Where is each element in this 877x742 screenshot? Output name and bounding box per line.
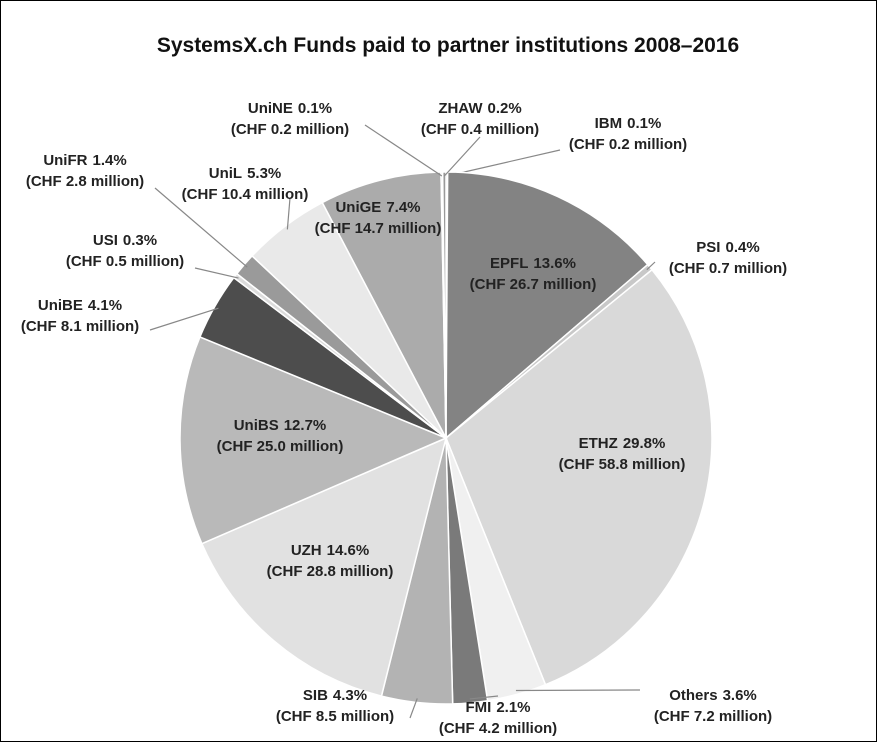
slice-amount: (CHF 25.0 million): [217, 438, 344, 455]
slice-label: PSI 0.4%: [696, 239, 759, 256]
slice-label: UniNE 0.1%: [248, 100, 332, 117]
slice-label: ETHZ 29.8%: [579, 435, 666, 452]
leader-line: [409, 698, 418, 719]
slice-label: FMI 2.1%: [465, 699, 530, 716]
slice-percent: 5.3%: [247, 165, 281, 182]
slice-amount: (CHF 58.8 million): [559, 456, 686, 473]
pie-slice: [445, 268, 713, 686]
slice-percent: 0.1%: [627, 115, 661, 132]
slice-label: ZHAW 0.2%: [438, 100, 521, 117]
slice-name: UniBS: [234, 417, 279, 434]
leader-line: [149, 307, 219, 331]
leader-line: [646, 261, 656, 271]
slice-percent: 0.4%: [725, 239, 759, 256]
slice-amount: (CHF 2.8 million): [26, 173, 144, 190]
leader-line: [469, 695, 499, 700]
slice-amount: (CHF 10.4 million): [182, 186, 309, 203]
slice-amount: (CHF 0.4 million): [421, 121, 539, 138]
slice-amount: (CHF 0.2 million): [569, 136, 687, 153]
leader-line: [446, 149, 561, 177]
slice-amount: (CHF 4.2 million): [439, 720, 557, 737]
slice-label: UniBS 12.7%: [234, 417, 327, 434]
slice-name: UniBE: [38, 297, 83, 314]
chart-title: SystemsX.ch Funds paid to partner instit…: [157, 34, 739, 57]
slice-percent: 0.2%: [487, 100, 521, 117]
slice-amount: (CHF 14.7 million): [315, 220, 442, 237]
slice-percent: 4.3%: [333, 687, 367, 704]
slice-percent: 3.6%: [723, 687, 757, 704]
leader-line: [286, 197, 291, 230]
slice-name: Others: [669, 687, 717, 704]
slice-percent: 0.3%: [123, 232, 157, 249]
slice-amount: (CHF 26.7 million): [470, 276, 597, 293]
slice-amount: (CHF 0.7 million): [669, 260, 787, 277]
slice-label: UniGE 7.4%: [335, 199, 420, 216]
slice-amount: (CHF 28.8 million): [267, 563, 394, 580]
slice-percent: 14.6%: [327, 542, 370, 559]
slice-percent: 4.1%: [88, 297, 122, 314]
slice-percent: 12.7%: [284, 417, 327, 434]
slice-name: UZH: [291, 542, 322, 559]
slice-name: ZHAW: [438, 100, 483, 117]
slice-percent: 2.1%: [496, 699, 530, 716]
slice-amount: (CHF 8.1 million): [21, 318, 139, 335]
slice-name: PSI: [696, 239, 720, 256]
pie-slice: [441, 171, 447, 439]
leader-line: [443, 136, 481, 177]
slice-label: UniFR 1.4%: [43, 152, 126, 169]
slice-name: EPFL: [490, 255, 528, 272]
slice-label: UZH 14.6%: [291, 542, 369, 559]
leader-line: [364, 124, 443, 177]
slice-name: UniL: [209, 165, 242, 182]
pie-slice: [200, 436, 448, 697]
slice-label: Others 3.6%: [669, 687, 757, 704]
slice-percent: 29.8%: [623, 435, 666, 452]
slice-percent: 7.4%: [386, 199, 420, 216]
slice-name: FMI: [465, 699, 491, 716]
slice-name: SIB: [303, 687, 328, 704]
slice-amount: (CHF 0.5 million): [66, 253, 184, 270]
slice-percent: 13.6%: [533, 255, 576, 272]
slice-name: UniNE: [248, 100, 293, 117]
slice-name: ETHZ: [579, 435, 618, 452]
slice-name: IBM: [595, 115, 623, 132]
slice-percent: 0.1%: [298, 100, 332, 117]
slice-label: EPFL 13.6%: [490, 255, 576, 272]
leader-line: [154, 187, 248, 268]
pie-slice: [179, 336, 448, 545]
slice-name: UniGE: [335, 199, 381, 216]
slice-label: IBM 0.1%: [595, 115, 662, 132]
slice-label: USI 0.3%: [93, 232, 157, 249]
slice-name: USI: [93, 232, 118, 249]
pie-slice: [445, 171, 649, 440]
leader-line: [194, 267, 239, 279]
slice-amount: (CHF 0.2 million): [231, 121, 349, 138]
slice-name: UniFR: [43, 152, 87, 169]
slice-amount: (CHF 7.2 million): [654, 708, 772, 725]
slice-label: UniL 5.3%: [209, 165, 282, 182]
slice-label: UniBE 4.1%: [38, 297, 122, 314]
slice-percent: 1.4%: [92, 152, 126, 169]
slice-label: SIB 4.3%: [303, 687, 367, 704]
slice-amount: (CHF 8.5 million): [276, 708, 394, 725]
